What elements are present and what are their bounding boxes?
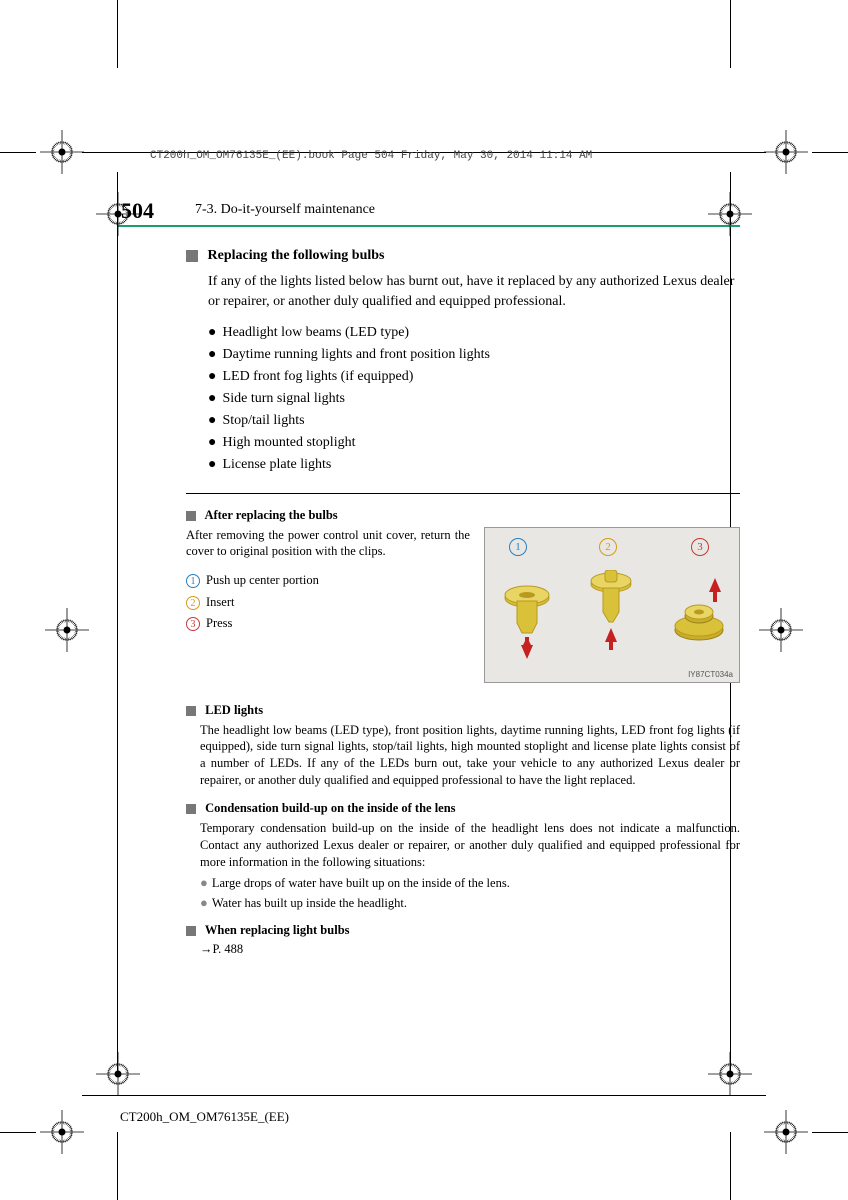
heading-replacing: Replacing the following bulbs xyxy=(186,248,740,264)
registration-mark-icon xyxy=(40,1110,84,1154)
step-3: 3Press xyxy=(186,613,470,634)
circle-2-icon: 2 xyxy=(186,596,200,610)
heading-text: LED lights xyxy=(205,703,263,717)
heading-condensation: Condensation build-up on the inside of t… xyxy=(186,801,740,816)
diagram-label-3: 3 xyxy=(691,538,709,556)
registration-mark-icon xyxy=(708,192,752,236)
heading-after: After replacing the bulbs xyxy=(186,508,740,523)
bullet-dot-icon: ● xyxy=(208,413,216,428)
sub-bullet-1: ●Large drops of water have built up on t… xyxy=(200,875,740,891)
circle-1-icon: 1 xyxy=(186,574,200,588)
square-bullet-icon xyxy=(186,511,196,521)
dot-icon: ● xyxy=(200,875,208,890)
bullet-dot-icon: ● xyxy=(208,325,216,340)
step-1: 1Push up center portion xyxy=(186,570,470,591)
led-paragraph: The headlight low beams (LED type), fron… xyxy=(200,722,740,790)
diagram-label-1: 1 xyxy=(509,538,527,556)
square-bullet-icon xyxy=(186,706,196,716)
crop-line xyxy=(812,152,848,153)
dot-icon: ● xyxy=(200,895,208,910)
heading-text: Condensation build-up on the inside of t… xyxy=(205,801,455,815)
crop-frame-bottom xyxy=(82,1095,766,1096)
clip-icon-2 xyxy=(581,570,641,650)
crop-line xyxy=(730,1132,731,1200)
clip-icon-1 xyxy=(497,583,557,663)
crop-line xyxy=(812,1132,848,1133)
crop-line xyxy=(0,1132,36,1133)
crop-frame-left xyxy=(117,172,118,1077)
numbered-list: 1Push up center portion 2Insert 3Press xyxy=(186,570,470,634)
registration-mark-icon xyxy=(40,130,84,174)
clip-icon-3 xyxy=(667,576,731,656)
heading-text: After replacing the bulbs xyxy=(204,508,337,522)
bullet-item: ●Headlight low beams (LED type) xyxy=(208,325,740,341)
square-bullet-icon xyxy=(186,926,196,936)
intro-paragraph: If any of the lights listed below has bu… xyxy=(208,272,740,313)
condensation-paragraph: Temporary condensation build-up on the i… xyxy=(200,820,740,871)
page-reference: →P. 488 xyxy=(200,942,740,957)
bullet-dot-icon: ● xyxy=(208,391,216,406)
registration-mark-icon xyxy=(759,608,803,652)
diagram-code: IY87CT034a xyxy=(688,670,733,679)
footer-code: CT200h_OM_OM76135E_(EE) xyxy=(120,1109,289,1125)
square-bullet-icon xyxy=(186,250,198,262)
registration-mark-icon xyxy=(764,1110,808,1154)
heading-when: When replacing light bulbs xyxy=(186,923,740,938)
after-paragraph: After removing the power control unit co… xyxy=(186,527,470,561)
clip-diagram: 1 2 3 xyxy=(484,527,740,683)
bullet-item: ●LED front fog lights (if equipped) xyxy=(208,369,740,385)
after-block: After removing the power control unit co… xyxy=(186,527,740,683)
section-title: 7-3. Do-it-yourself maintenance xyxy=(195,202,375,218)
bullet-dot-icon: ● xyxy=(208,457,216,472)
bullet-item: ●Side turn signal lights xyxy=(208,391,740,407)
registration-mark-icon xyxy=(96,192,140,236)
content-area: Replacing the following bulbs If any of … xyxy=(186,248,740,957)
bullet-dot-icon: ● xyxy=(208,347,216,362)
bullet-item: ●Daytime running lights and front positi… xyxy=(208,347,740,363)
crop-line xyxy=(117,0,118,68)
registration-mark-icon xyxy=(708,1052,752,1096)
divider xyxy=(186,493,740,494)
heading-text: Replacing the following bulbs xyxy=(208,248,385,263)
bullet-item: ●High mounted stoplight xyxy=(208,435,740,451)
diagram-label-2: 2 xyxy=(599,538,617,556)
heading-text: When replacing light bulbs xyxy=(205,923,350,937)
heading-led: LED lights xyxy=(186,703,740,718)
registration-mark-icon xyxy=(764,130,808,174)
crop-line xyxy=(730,0,731,68)
circle-3-icon: 3 xyxy=(186,617,200,631)
bullet-dot-icon: ● xyxy=(208,369,216,384)
sub-bullet-2: ●Water has built up inside the headlight… xyxy=(200,895,740,911)
crop-line xyxy=(0,152,36,153)
registration-mark-icon xyxy=(96,1052,140,1096)
after-left: After removing the power control unit co… xyxy=(186,527,470,683)
bullet-item: ●Stop/tail lights xyxy=(208,413,740,429)
book-header: CT200h_OM_OM76135E_(EE).book Page 504 Fr… xyxy=(150,150,592,162)
step-2: 2Insert xyxy=(186,592,470,613)
registration-mark-icon xyxy=(45,608,89,652)
crop-line xyxy=(117,1132,118,1200)
bullet-item: ●License plate lights xyxy=(208,457,740,473)
bullet-dot-icon: ● xyxy=(208,435,216,450)
square-bullet-icon xyxy=(186,804,196,814)
title-rule xyxy=(118,225,740,227)
